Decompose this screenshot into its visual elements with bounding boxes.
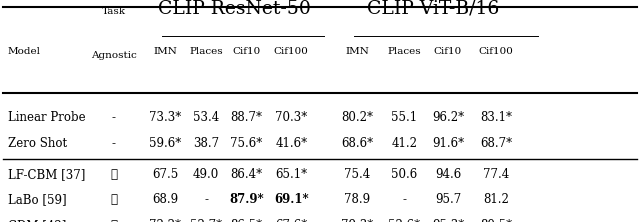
Text: 88.7*: 88.7* [230, 111, 262, 124]
Text: Cif10: Cif10 [434, 46, 462, 56]
Text: 52.7*: 52.7* [190, 219, 222, 222]
Text: CDM [42]: CDM [42] [8, 219, 66, 222]
Text: ✗: ✗ [111, 193, 117, 206]
Text: 96.2*: 96.2* [432, 111, 464, 124]
Text: 72.2*: 72.2* [149, 219, 181, 222]
Text: 86.4*: 86.4* [230, 168, 262, 181]
Text: 75.4: 75.4 [344, 168, 371, 181]
Text: 80.2*: 80.2* [341, 111, 373, 124]
Text: 38.7: 38.7 [193, 137, 219, 150]
Text: Places: Places [189, 46, 223, 56]
Text: 79.3*: 79.3* [341, 219, 373, 222]
Text: IMN: IMN [345, 46, 369, 56]
Text: -: - [204, 193, 208, 206]
Text: 65.1*: 65.1* [275, 168, 307, 181]
Text: 86.5*: 86.5* [230, 219, 262, 222]
Text: Linear Probe: Linear Probe [8, 111, 85, 124]
Text: -: - [112, 111, 116, 124]
Text: 83.1*: 83.1* [480, 111, 512, 124]
Text: ✗: ✗ [111, 168, 117, 181]
Text: 95.7: 95.7 [435, 193, 461, 206]
Text: 53.4: 53.4 [193, 111, 220, 124]
Text: 69.1*: 69.1* [274, 193, 308, 206]
Text: 41.6*: 41.6* [275, 137, 307, 150]
Text: 68.7*: 68.7* [480, 137, 512, 150]
Text: 78.9: 78.9 [344, 193, 370, 206]
Text: Model: Model [8, 46, 41, 56]
Text: Task: Task [102, 6, 126, 16]
Text: IMN: IMN [153, 46, 177, 56]
Text: 77.4: 77.4 [483, 168, 509, 181]
Text: Agnostic: Agnostic [91, 51, 137, 60]
Text: 81.2: 81.2 [483, 193, 509, 206]
Text: 55.1: 55.1 [392, 111, 417, 124]
Text: CLIP ResNet-50: CLIP ResNet-50 [158, 0, 311, 18]
Text: 94.6: 94.6 [435, 168, 461, 181]
Text: 68.9: 68.9 [152, 193, 178, 206]
Text: Zero Shot: Zero Shot [8, 137, 67, 150]
Text: 91.6*: 91.6* [432, 137, 464, 150]
Text: 50.6: 50.6 [391, 168, 418, 181]
Text: 68.6*: 68.6* [341, 137, 373, 150]
Text: 70.3*: 70.3* [275, 111, 307, 124]
Text: Cif10: Cif10 [232, 46, 260, 56]
Text: 80.5*: 80.5* [480, 219, 512, 222]
Text: CLIP ViT-B/16: CLIP ViT-B/16 [367, 0, 499, 18]
Text: -: - [403, 193, 406, 206]
Text: 59.6*: 59.6* [149, 137, 181, 150]
Text: ✗: ✗ [111, 219, 117, 222]
Text: 41.2: 41.2 [392, 137, 417, 150]
Text: LF-CBM [37]: LF-CBM [37] [8, 168, 85, 181]
Text: Cif100: Cif100 [479, 46, 513, 56]
Text: -: - [112, 137, 116, 150]
Text: 75.6*: 75.6* [230, 137, 262, 150]
Text: 52.6*: 52.6* [388, 219, 420, 222]
Text: Places: Places [388, 46, 421, 56]
Text: 67.6*: 67.6* [275, 219, 307, 222]
Text: 87.9*: 87.9* [229, 193, 264, 206]
Text: 95.3*: 95.3* [432, 219, 464, 222]
Text: 49.0: 49.0 [193, 168, 220, 181]
Text: LaBo [59]: LaBo [59] [8, 193, 67, 206]
Text: 73.3*: 73.3* [149, 111, 181, 124]
Text: Cif100: Cif100 [274, 46, 308, 56]
Text: 67.5: 67.5 [152, 168, 179, 181]
